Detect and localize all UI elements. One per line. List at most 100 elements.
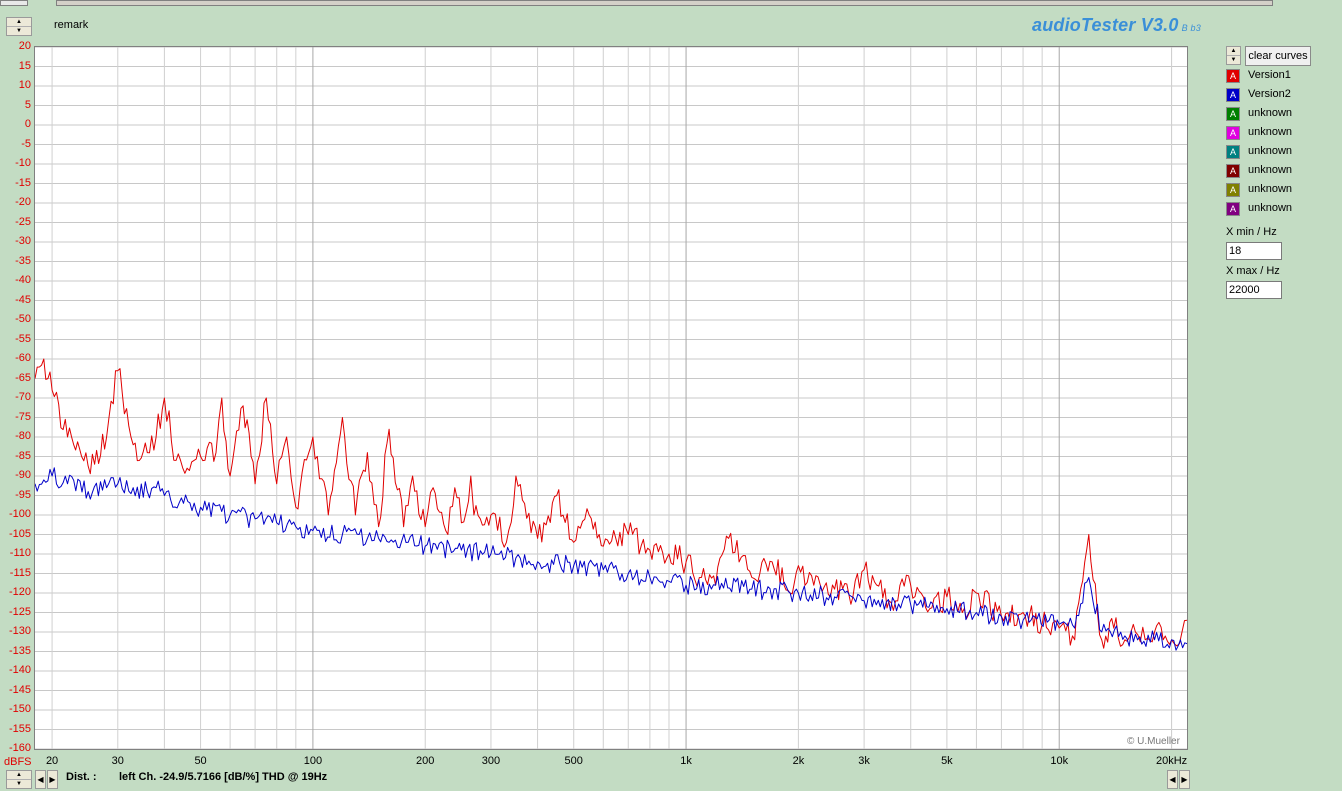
x-tick-label: 3k [858, 755, 870, 767]
x-tick-label: 30 [111, 755, 124, 767]
dist-readout: left Ch. -24.9/5.7166 [dB/%] THD @ 19Hz [119, 771, 328, 783]
x-tick-label: 10k [1050, 755, 1069, 767]
status-bar: ▲ ▼ ◀ ▶ Dist. : left Ch. -24.9/5.7166 [d… [0, 767, 1342, 791]
legend-label: unknown [1248, 202, 1293, 214]
y-tick-label: -40 [15, 274, 31, 286]
clear-curves-button[interactable]: clear curves [1245, 46, 1311, 66]
plot-area [34, 46, 1188, 750]
x-tick-label: 20 [45, 755, 59, 767]
y-tick-label: -100 [8, 508, 31, 520]
y-tick-label: -45 [15, 293, 31, 306]
x-tick-label: 5k [941, 755, 953, 767]
y-tick-label: 15 [18, 59, 31, 72]
y-tick-label: -105 [8, 527, 31, 540]
y-tick-label: 0 [24, 118, 31, 130]
y-tick-label: -5 [21, 137, 31, 150]
status-spinner[interactable]: ▲ ▼ [6, 770, 32, 789]
y-axis-unit: dBFS [4, 756, 32, 768]
y-tick-label: -110 [9, 547, 31, 559]
scroll-left-icon[interactable]: ◀ [1167, 770, 1178, 789]
x-tick-label: 50 [194, 755, 207, 767]
x-tick-label: 1k [680, 755, 692, 767]
legend-label: unknown [1248, 126, 1293, 138]
legend-label: unknown [1248, 107, 1293, 119]
legend-label: unknown [1248, 183, 1293, 195]
y-tick-label: -125 [8, 605, 31, 618]
spinner-up-icon[interactable]: ▲ [1227, 47, 1240, 56]
y-tick-label: -85 [15, 449, 31, 462]
curve-color-icon[interactable]: A [1226, 145, 1240, 159]
spinner-down-icon[interactable]: ▼ [16, 780, 22, 787]
xmin-input[interactable] [1226, 242, 1282, 260]
x-tick-label: 300 [481, 755, 501, 767]
y-tick-label: -25 [15, 215, 31, 228]
y-tick-label: -95 [15, 488, 31, 501]
curve-color-icon[interactable]: A [1226, 88, 1240, 102]
y-tick-label: 5 [24, 98, 31, 111]
xmax-label: X max / Hz [1226, 265, 1280, 277]
y-tick-label: -140 [8, 664, 31, 676]
y-tick-label: -120 [8, 586, 31, 598]
series-line-version2 [34, 467, 1188, 651]
y-tick-label: -150 [8, 703, 31, 715]
y-tick-label: -50 [15, 313, 31, 325]
y-tick-label: -15 [15, 176, 31, 189]
app-title-text: audioTester V3.0 [1032, 15, 1179, 35]
curve-color-icon[interactable]: A [1226, 183, 1240, 197]
x-tick-label: 100 [303, 755, 323, 767]
spinner-down-icon[interactable]: ▼ [1230, 56, 1237, 63]
legend-label: Version1 [1248, 69, 1291, 81]
series-line-version1 [34, 358, 1188, 649]
y-tick-label: -90 [15, 469, 31, 481]
xmax-input[interactable] [1226, 281, 1282, 299]
legend-label: unknown [1248, 164, 1293, 176]
spinner-up-icon[interactable]: ▲ [7, 771, 31, 780]
app-build: B b3 [1181, 23, 1201, 33]
credit-text: © U.Mueller [1127, 736, 1180, 747]
y-tick-label: -160 [8, 742, 31, 754]
top-scroll-track[interactable] [56, 0, 1273, 6]
y-tick-label: -80 [15, 430, 31, 442]
y-tick-label: 10 [18, 79, 31, 91]
curve-color-icon[interactable]: A [1226, 69, 1240, 83]
app-title: audioTester V3.0 B b3 [1032, 15, 1201, 36]
legend-label: Version2 [1248, 88, 1291, 100]
legend-spinner[interactable]: ▲ ▼ [1226, 46, 1241, 65]
y-tick-label: -35 [15, 254, 31, 267]
x-tick-label: 500 [564, 755, 583, 767]
y-tick-label: -155 [8, 722, 31, 735]
y-tick-label: -130 [8, 625, 31, 637]
y-tick-label: -145 [8, 683, 31, 696]
y-tick-label: -115 [9, 566, 31, 579]
curve-color-icon[interactable]: A [1226, 126, 1240, 140]
top-scroll-stub[interactable] [0, 0, 28, 6]
x-tick-label: 20kHz [1155, 755, 1188, 767]
x-tick-label: 2k [792, 755, 805, 767]
scroll-right-icon[interactable]: ▶ [1179, 770, 1190, 789]
y-tick-label: -60 [15, 352, 31, 364]
y-tick-label: -10 [15, 157, 31, 169]
y-tick-label: -65 [15, 371, 31, 384]
remark-spinner[interactable]: ▲ ▼ [6, 17, 32, 36]
scroll-right-icon[interactable]: ▶ [47, 770, 58, 789]
curve-color-icon[interactable]: A [1226, 164, 1240, 178]
dist-label: Dist. : [66, 771, 97, 783]
spinner-down-icon[interactable]: ▼ [16, 27, 22, 34]
y-tick-label: -55 [15, 332, 31, 345]
curve-color-icon[interactable]: A [1226, 107, 1240, 121]
y-tick-label: -135 [8, 644, 31, 657]
y-tick-label: -70 [15, 391, 31, 403]
spinner-up-icon[interactable]: ▲ [7, 18, 31, 27]
y-tick-label: -30 [15, 235, 31, 247]
x-tick-label: 200 [416, 755, 435, 767]
y-tick-label: -75 [15, 410, 31, 423]
legend-label: unknown [1248, 145, 1293, 157]
grid-lines [35, 46, 1187, 750]
spectrum-chart [34, 46, 1188, 750]
scroll-left-icon[interactable]: ◀ [35, 770, 46, 789]
top-scrollbar[interactable] [0, 0, 1342, 11]
curve-color-icon[interactable]: A [1226, 202, 1240, 216]
y-tick-label: 20 [18, 40, 31, 52]
remark-label: remark [54, 19, 89, 31]
y-tick-label: -20 [15, 196, 31, 208]
